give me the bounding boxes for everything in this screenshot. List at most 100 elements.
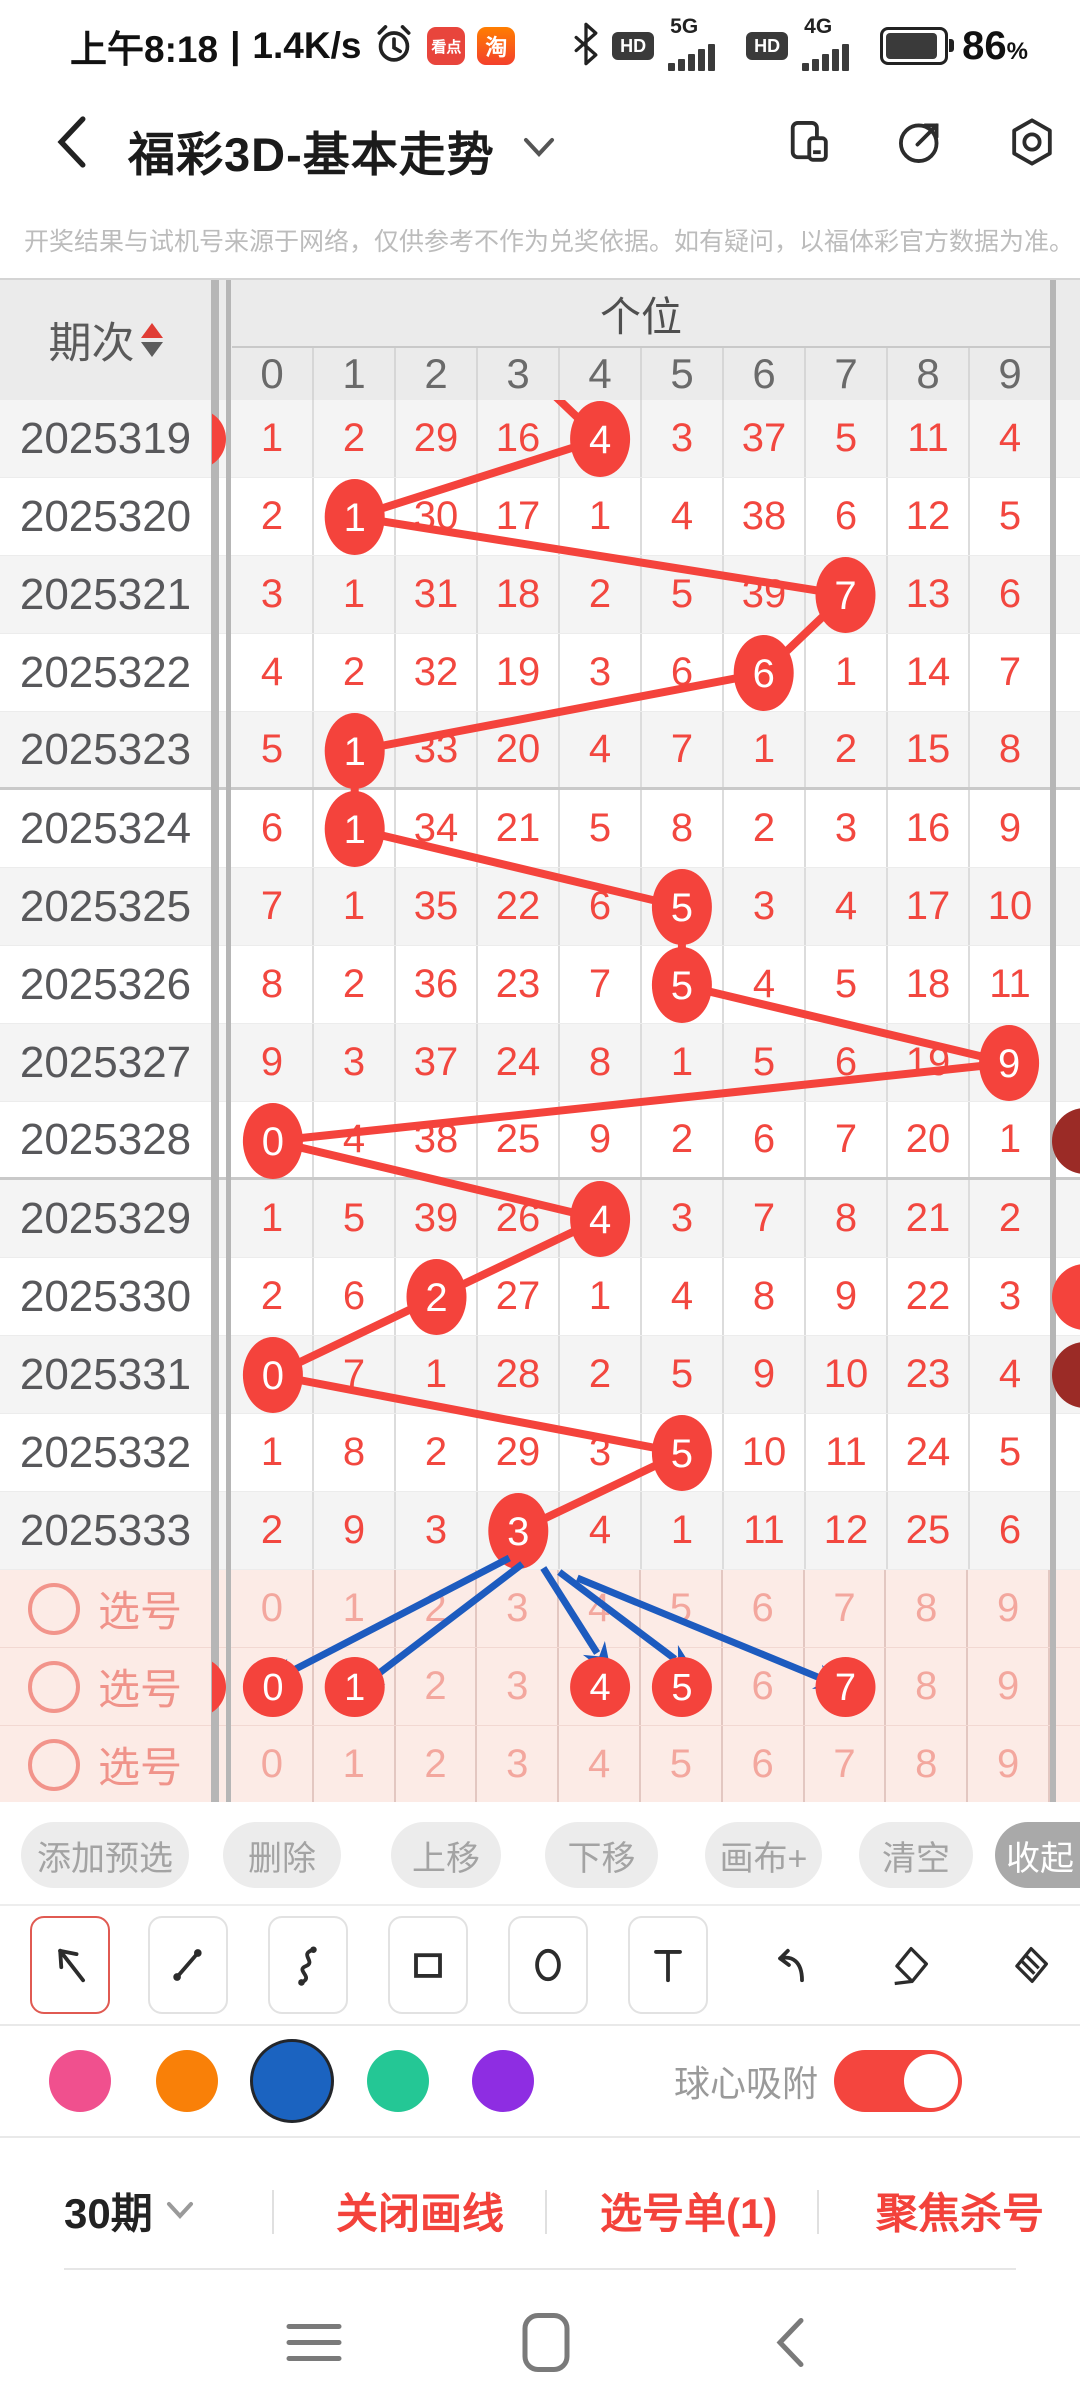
- trend-cell: 10: [724, 1414, 806, 1491]
- trend-cell: 9: [806, 1258, 888, 1335]
- trend-cell: 1: [314, 556, 396, 633]
- back-nav-icon[interactable]: [775, 2317, 805, 2374]
- sort-icon[interactable]: [140, 323, 163, 357]
- color-dot-3[interactable]: [367, 2050, 429, 2112]
- pick-cell[interactable]: 6: [723, 1570, 805, 1647]
- action-4-button[interactable]: 画布+: [705, 1822, 822, 1888]
- snap-label: 球心吸附: [673, 2063, 818, 2104]
- pick-cell[interactable]: 1: [314, 1570, 396, 1647]
- trend-cell: [232, 1336, 314, 1413]
- settings-icon[interactable]: [1000, 110, 1064, 174]
- rect-tool[interactable]: [388, 1916, 468, 2014]
- trend-cell: 6: [806, 1024, 888, 1101]
- hd-badge-1: HD: [612, 32, 655, 60]
- trend-cell: 4: [642, 478, 724, 555]
- color-dot-2[interactable]: [250, 2039, 334, 2123]
- float-window-icon[interactable]: [776, 110, 840, 174]
- pick-cell[interactable]: 5: [641, 1570, 723, 1647]
- title-chevron-down-icon[interactable]: [520, 134, 558, 167]
- action-0-button[interactable]: 添加预选: [21, 1822, 189, 1888]
- pick-cell[interactable]: [314, 1648, 396, 1725]
- pick-cell[interactable]: 8: [886, 1726, 969, 1803]
- period-column-header[interactable]: 期次: [0, 280, 211, 400]
- trend-cell: 5: [232, 712, 314, 787]
- period-label: 2025319: [19, 413, 192, 463]
- close-drawing-button[interactable]: 关闭画线: [336, 2189, 505, 2237]
- trend-cell: 9: [314, 1492, 396, 1569]
- trend-cell: 2: [314, 400, 396, 477]
- trend-cell: 36: [396, 946, 478, 1023]
- units-digit-group-header: 个位: [232, 280, 1050, 348]
- pick-cell[interactable]: 7: [805, 1726, 887, 1803]
- pick-radio[interactable]: [28, 1582, 80, 1635]
- pick-cell[interactable]: 0: [232, 1570, 314, 1647]
- action-6-button[interactable]: 收起: [995, 1822, 1080, 1888]
- trend-cell: [560, 1180, 642, 1257]
- trend-cell: 19: [888, 1024, 970, 1101]
- pick-cell[interactable]: 2: [396, 1570, 478, 1647]
- pick-cell[interactable]: [641, 1648, 723, 1725]
- period-count-select[interactable]: 30期: [64, 2170, 197, 2250]
- eraser[interactable]: [870, 1916, 950, 2014]
- trend-cell: 31: [396, 556, 478, 633]
- trend-cell: 11: [724, 1492, 806, 1569]
- pick-cell[interactable]: 3: [477, 1726, 560, 1803]
- pick-radio[interactable]: [28, 1660, 80, 1713]
- color-dot-4[interactable]: [472, 2050, 534, 2112]
- pick-cell[interactable]: [805, 1648, 887, 1725]
- pick-cell[interactable]: [232, 1648, 314, 1725]
- pick-cell[interactable]: 6: [723, 1726, 805, 1803]
- clear-eraser[interactable]: [990, 1916, 1070, 2014]
- action-2-button[interactable]: 上移: [391, 1822, 501, 1888]
- curve-tool[interactable]: [268, 1916, 348, 2014]
- select-arrow-tool[interactable]: [30, 1916, 110, 2014]
- pick-radio[interactable]: [28, 1738, 80, 1791]
- pick-cell[interactable]: [559, 1648, 641, 1725]
- pick-cell[interactable]: 8: [886, 1648, 969, 1725]
- line-tool[interactable]: [148, 1916, 228, 2014]
- trend-cell: 4: [806, 868, 888, 945]
- pick-cell[interactable]: 2: [396, 1726, 478, 1803]
- pick-cell[interactable]: 3: [477, 1648, 560, 1725]
- pick-cell[interactable]: 6: [723, 1648, 805, 1725]
- trend-cell: 8: [232, 946, 314, 1023]
- pick-cell[interactable]: 4: [559, 1570, 641, 1647]
- pick-cell[interactable]: 9: [968, 1648, 1050, 1725]
- ellipse-tool[interactable]: [508, 1916, 588, 2014]
- pick-cell[interactable]: 8: [886, 1570, 969, 1647]
- back-button[interactable]: [40, 110, 104, 174]
- pick-cell[interactable]: 5: [641, 1726, 723, 1803]
- color-dot-1[interactable]: [156, 2050, 218, 2112]
- trend-cell: 5: [806, 946, 888, 1023]
- pick-cell[interactable]: 0: [232, 1726, 314, 1803]
- undo[interactable]: [750, 1916, 830, 2014]
- home-icon[interactable]: [521, 2312, 571, 2379]
- pick-cell[interactable]: 2: [396, 1648, 478, 1725]
- text-tool[interactable]: [628, 1916, 708, 2014]
- action-1-button[interactable]: 删除: [223, 1822, 341, 1888]
- trend-cell: 39: [396, 1180, 478, 1257]
- menu-icon[interactable]: [286, 2321, 342, 2370]
- action-5-button[interactable]: 清空: [859, 1822, 973, 1888]
- trend-cell: 4: [560, 712, 642, 787]
- pick-cell[interactable]: 9: [968, 1570, 1050, 1647]
- pick-cell[interactable]: 9: [968, 1726, 1050, 1803]
- kandian-app-icon: 看点: [427, 27, 466, 65]
- pick-cell[interactable]: 3: [477, 1570, 560, 1647]
- digit-header: 3: [478, 348, 560, 400]
- trend-cell: 20: [888, 1102, 970, 1177]
- snap-toggle[interactable]: [834, 2050, 962, 2112]
- focus-kill-button[interactable]: 聚焦杀号: [876, 2189, 1045, 2237]
- pick-cell[interactable]: 7: [805, 1570, 887, 1647]
- action-3-button[interactable]: 下移: [545, 1822, 658, 1888]
- divider: [817, 2190, 819, 2234]
- trend-cell: 1: [998, 1117, 1022, 1161]
- battery-percent: 86%: [962, 23, 1028, 68]
- pick-list-button[interactable]: 选号单(1): [600, 2189, 778, 2237]
- pick-cell[interactable]: 1: [314, 1726, 396, 1803]
- trend-cell: 32: [396, 634, 478, 711]
- color-dot-0[interactable]: [49, 2050, 111, 2112]
- share-icon[interactable]: [888, 110, 952, 174]
- status-separator: |: [230, 25, 241, 66]
- pick-cell[interactable]: 4: [559, 1726, 641, 1803]
